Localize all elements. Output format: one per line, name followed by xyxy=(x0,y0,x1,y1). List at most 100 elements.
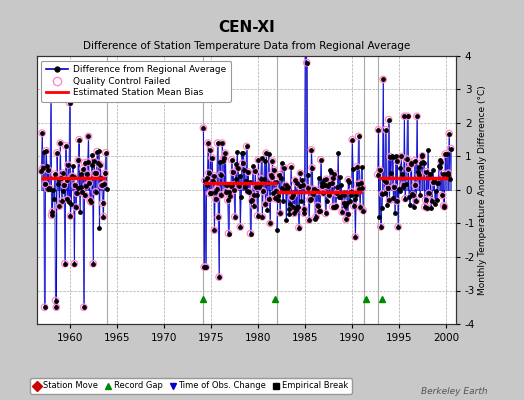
Point xyxy=(302,60,311,66)
Point xyxy=(207,190,215,196)
Point xyxy=(424,146,432,153)
Point xyxy=(351,195,359,202)
Point xyxy=(307,146,315,153)
Point xyxy=(42,163,51,169)
Point xyxy=(397,153,406,160)
Point xyxy=(417,160,425,166)
Text: Berkeley Earth: Berkeley Earth xyxy=(421,387,487,396)
Point xyxy=(298,177,306,183)
Point xyxy=(254,157,263,163)
Point xyxy=(381,126,390,133)
Point xyxy=(278,185,287,191)
Point xyxy=(230,187,238,194)
Point xyxy=(374,172,382,178)
Point xyxy=(94,160,102,166)
Point xyxy=(358,185,367,191)
Point xyxy=(213,140,222,146)
Point xyxy=(347,188,356,195)
Point xyxy=(388,154,397,160)
Point xyxy=(316,157,325,163)
Point xyxy=(47,212,56,218)
Point xyxy=(292,180,301,186)
Point xyxy=(261,201,270,207)
Point xyxy=(418,153,427,159)
Point xyxy=(412,198,420,204)
Point xyxy=(205,190,214,196)
Point xyxy=(344,176,353,183)
Point xyxy=(411,182,420,188)
Point xyxy=(258,214,267,220)
Point xyxy=(236,224,245,230)
Point xyxy=(210,172,218,179)
Point xyxy=(318,179,326,186)
Point xyxy=(418,153,427,159)
Point xyxy=(271,195,279,202)
Point xyxy=(79,166,87,172)
Point xyxy=(40,304,49,310)
Point xyxy=(337,182,345,189)
Point xyxy=(329,174,337,181)
Point xyxy=(309,190,317,197)
Point xyxy=(432,197,441,203)
Point xyxy=(255,184,264,190)
Point xyxy=(228,182,237,188)
Point xyxy=(335,173,344,180)
Point xyxy=(324,180,333,187)
Point xyxy=(96,162,104,168)
Point xyxy=(403,113,412,120)
Point xyxy=(222,188,231,195)
Point xyxy=(406,202,414,208)
Point xyxy=(81,192,90,199)
Point xyxy=(204,140,212,146)
Point xyxy=(332,190,341,196)
Point xyxy=(374,172,382,178)
Point xyxy=(101,170,109,176)
Point xyxy=(390,184,398,190)
Point xyxy=(285,206,293,212)
Point xyxy=(356,204,364,210)
Point xyxy=(410,204,418,210)
Point xyxy=(294,204,302,210)
Point xyxy=(57,175,65,181)
Point xyxy=(413,168,422,175)
Point xyxy=(199,125,208,131)
Point xyxy=(435,164,444,170)
Point xyxy=(359,207,367,214)
Point xyxy=(315,208,323,214)
Point xyxy=(41,181,49,188)
Point xyxy=(291,207,300,213)
Point xyxy=(399,182,408,188)
Point xyxy=(301,46,309,52)
Point xyxy=(313,202,322,209)
Point xyxy=(329,204,337,210)
Point xyxy=(230,187,238,194)
Point xyxy=(61,260,69,267)
Point xyxy=(77,171,85,177)
Point xyxy=(270,167,278,173)
Point xyxy=(407,161,416,167)
Point xyxy=(74,157,82,164)
Point xyxy=(437,159,445,166)
Point xyxy=(58,170,67,176)
Point xyxy=(402,156,411,162)
Point xyxy=(384,185,392,192)
Point xyxy=(75,136,83,143)
Point xyxy=(239,150,248,156)
Point xyxy=(91,189,100,195)
Text: CEN-XI: CEN-XI xyxy=(218,20,275,36)
Point xyxy=(63,196,71,203)
Legend: Difference from Regional Average, Quality Control Failed, Estimated Station Mean: Difference from Regional Average, Qualit… xyxy=(41,60,231,102)
Point xyxy=(332,203,340,210)
Point xyxy=(276,210,284,216)
Point xyxy=(286,201,294,208)
Point xyxy=(394,224,402,230)
Point xyxy=(205,170,213,176)
Point xyxy=(95,225,104,232)
Point xyxy=(401,195,409,202)
Point xyxy=(376,167,384,173)
Point xyxy=(252,184,260,190)
Point xyxy=(280,164,288,171)
Point xyxy=(357,180,365,186)
Point xyxy=(238,150,246,156)
Point xyxy=(253,192,261,198)
